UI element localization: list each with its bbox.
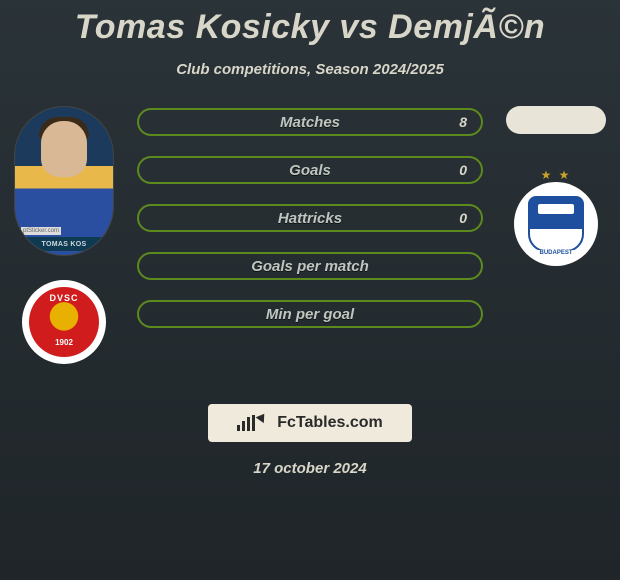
arrow-up-icon [256,411,269,423]
left-player-photo: ptSticker.com TOMAS KOS [14,106,114,256]
mtk-shield: BUDAPEST [528,196,584,252]
stat-label: Goals [289,162,331,179]
stat-hattricks: Hattricks 0 [137,204,483,232]
player-head-shape [41,121,87,177]
subtitle: Club competitions, Season 2024/2025 [0,61,620,78]
stat-label: Matches [280,114,340,131]
stat-right-value: 0 [459,210,467,226]
left-player-name-tag: TOMAS KOS [19,237,109,251]
mtk-ribbon-text: BUDAPEST [537,250,574,256]
bars-chart-icon [237,415,255,431]
stat-matches: Matches 8 [137,108,483,136]
right-player-photo-placeholder [506,106,606,134]
left-club-badge: DVSC 1902 [22,280,106,364]
mtk-stars-icon: ★ ★ [541,168,572,182]
dvsc-year: 1902 [55,338,73,347]
stat-label: Goals per match [251,258,369,275]
stat-goals-per-match: Goals per match [137,252,483,280]
stat-label: Min per goal [266,306,354,323]
stats-column: Matches 8 Goals 0 Hattricks 0 Goals per … [137,108,483,328]
comparison-row: ptSticker.com TOMAS KOS DVSC 1902 Matche… [0,106,620,364]
dvsc-arc-text: DVSC [49,293,78,303]
dvsc-badge-inner: DVSC 1902 [29,287,99,357]
footer-date: 17 october 2024 [0,460,620,477]
page-title: Tomas Kosicky vs DemjÃ©n [0,0,620,47]
stat-goals: Goals 0 [137,156,483,184]
stat-right-value: 8 [459,114,467,130]
right-club-badge: ★ ★ BUDAPEST [514,182,598,266]
right-player-column: ★ ★ BUDAPEST [501,106,611,266]
left-player-column: ptSticker.com TOMAS KOS DVSC 1902 [9,106,119,364]
stat-min-per-goal: Min per goal [137,300,483,328]
stat-label: Hattricks [278,210,342,227]
stat-right-value: 0 [459,162,467,178]
sticker-watermark: ptSticker.com [21,227,61,235]
brand-badge[interactable]: FcTables.com [208,404,412,442]
brand-text: FcTables.com [277,414,383,432]
